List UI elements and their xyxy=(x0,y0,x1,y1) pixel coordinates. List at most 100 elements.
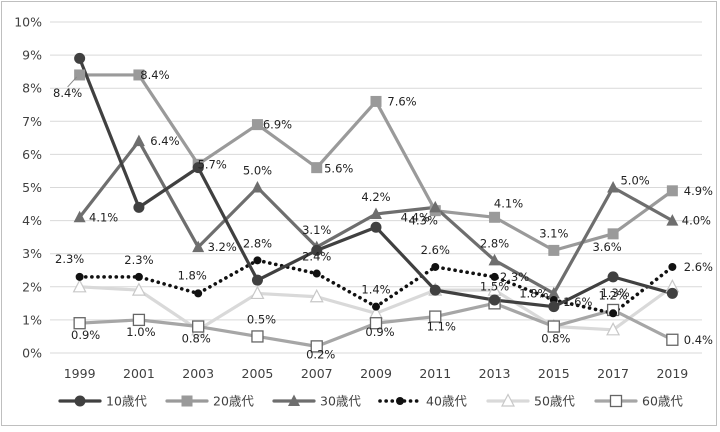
series-20s-marker xyxy=(311,162,323,174)
series-20s-marker xyxy=(133,69,145,81)
data-label: 2.6% xyxy=(421,243,450,257)
series-40s-marker xyxy=(253,256,262,265)
data-label: 0.8% xyxy=(541,332,570,346)
series-40s-marker xyxy=(490,272,499,281)
y-tick-label: 5% xyxy=(22,180,42,195)
series-20s-marker xyxy=(607,228,619,240)
data-label: 2.8% xyxy=(243,236,272,250)
series-10s-marker xyxy=(666,287,678,299)
series-10s-marker xyxy=(489,294,501,306)
x-tick-label: 2001 xyxy=(123,366,155,381)
data-label: 1.4% xyxy=(361,283,390,297)
legend-swatch-marker xyxy=(181,395,193,407)
series-50s-marker xyxy=(606,322,621,336)
x-tick-label: 1999 xyxy=(64,366,96,381)
x-axis-ticks: 1999 2001 2003 2005 2007 2009 2011 2013 2015 2017… xyxy=(64,366,689,381)
data-label: 2.3% xyxy=(124,253,153,267)
x-tick-label: 2017 xyxy=(597,366,629,381)
label-leader-line xyxy=(67,76,78,88)
series-40s-marker xyxy=(372,302,380,311)
series-30s-marker xyxy=(251,181,264,193)
x-tick-label: 2015 xyxy=(538,366,570,381)
grid xyxy=(50,21,702,354)
series-30s-marker xyxy=(547,286,560,299)
data-label: 7.6% xyxy=(387,94,416,108)
series-markers xyxy=(72,52,680,353)
data-label: 3.2% xyxy=(208,240,237,254)
data-label: 4.1% xyxy=(89,210,118,224)
y-tick-label: 2% xyxy=(22,279,42,294)
legend-item: 60歳代 xyxy=(594,394,683,409)
series-40s-marker xyxy=(194,289,203,298)
data-label: 1.5% xyxy=(480,279,509,293)
data-label: 1.0% xyxy=(126,325,155,339)
series-10s-marker xyxy=(133,201,145,213)
series-60s-marker xyxy=(429,310,442,323)
data-label: 0.8% xyxy=(182,332,211,346)
series-30s-marker xyxy=(73,210,86,223)
x-tick-label: 2019 xyxy=(656,366,688,381)
y-tick-label: 9% xyxy=(22,48,42,63)
x-tick-label: 2005 xyxy=(242,366,274,381)
data-label: 4.1% xyxy=(494,196,523,210)
series-60s-marker xyxy=(547,320,560,333)
series-20s-marker xyxy=(489,211,501,223)
legend-swatch-marker xyxy=(609,394,623,408)
x-tick-label: 2007 xyxy=(301,366,333,381)
x-tick-label: 2003 xyxy=(182,366,214,381)
data-label: 6.9% xyxy=(263,118,292,132)
series-30s-marker xyxy=(132,134,145,147)
series-40s-marker xyxy=(75,272,84,281)
legend-label: 30歳代 xyxy=(320,394,361,409)
legend-swatch-marker xyxy=(501,393,515,407)
y-tick-label: 4% xyxy=(22,213,42,228)
series-10s-marker xyxy=(370,221,382,233)
x-tick-label: 2011 xyxy=(419,366,451,381)
data-label: 2.4% xyxy=(302,250,331,264)
legend-item: 50歳代 xyxy=(486,393,575,409)
y-axis-ticks: 0% 1% 2% 3% 4% 5% 6% 7% 8% 9% 10% xyxy=(14,15,42,361)
data-label: 4.9% xyxy=(684,184,713,198)
legend-item: 20歳代 xyxy=(165,394,254,409)
y-tick-label: 8% xyxy=(22,81,42,96)
x-tick-label: 2009 xyxy=(360,366,392,381)
series-20s-marker xyxy=(74,69,86,81)
legend: 10歳代 20歳代 30歳代 40歳代 50歳代 60歳代 xyxy=(58,393,683,409)
legend-label: 10歳代 xyxy=(106,394,147,409)
y-tick-label: 7% xyxy=(22,114,42,129)
y-tick-label: 0% xyxy=(22,346,42,361)
data-label: 3.1% xyxy=(539,226,568,240)
legend-swatch-marker xyxy=(396,397,404,405)
data-label: 4.2% xyxy=(361,190,390,204)
series-30s-marker xyxy=(370,207,382,219)
data-label: 0.5% xyxy=(247,312,276,326)
series-40s-marker xyxy=(668,262,677,271)
series-20s-marker xyxy=(251,119,263,131)
legend-label: 50歳代 xyxy=(534,394,575,409)
series-20s-marker xyxy=(666,185,678,197)
series-30s-marker xyxy=(192,240,205,253)
series-40s-marker xyxy=(312,269,321,278)
legend-item: 30歳代 xyxy=(272,394,361,409)
series-60s-marker xyxy=(251,330,264,343)
legend-swatch-marker xyxy=(74,395,86,407)
data-label: 1.3% xyxy=(600,286,629,300)
chart-frame: 0% 1% 2% 3% 4% 5% 6% 7% 8% 9% 10% 1999 2001 2003 2005… xyxy=(1,1,717,426)
series-60s-marker xyxy=(73,317,86,330)
data-label: 4.0% xyxy=(682,214,711,228)
data-label: 2.6% xyxy=(684,260,713,274)
data-label: 5.0% xyxy=(243,164,272,178)
series-50s-marker xyxy=(131,282,146,296)
series-10s-marker xyxy=(429,284,441,296)
data-label: 0.9% xyxy=(365,325,394,339)
legend-swatch-marker xyxy=(288,394,300,406)
series-30s-marker xyxy=(666,214,679,226)
data-label: 1.2% xyxy=(598,288,627,302)
data-labels: 8.4% 8.4% 5.7% 6.9% 5.6% 7.6% 4.3% 4.1% 3.1% 3.6%… xyxy=(53,68,713,361)
series-60s-marker xyxy=(666,333,679,346)
series-20s-marker xyxy=(370,95,382,107)
series-30s-marker xyxy=(429,200,442,213)
legend-label: 60歳代 xyxy=(642,394,683,409)
series-50s-marker xyxy=(72,279,87,293)
data-label: 4.3% xyxy=(409,214,438,228)
